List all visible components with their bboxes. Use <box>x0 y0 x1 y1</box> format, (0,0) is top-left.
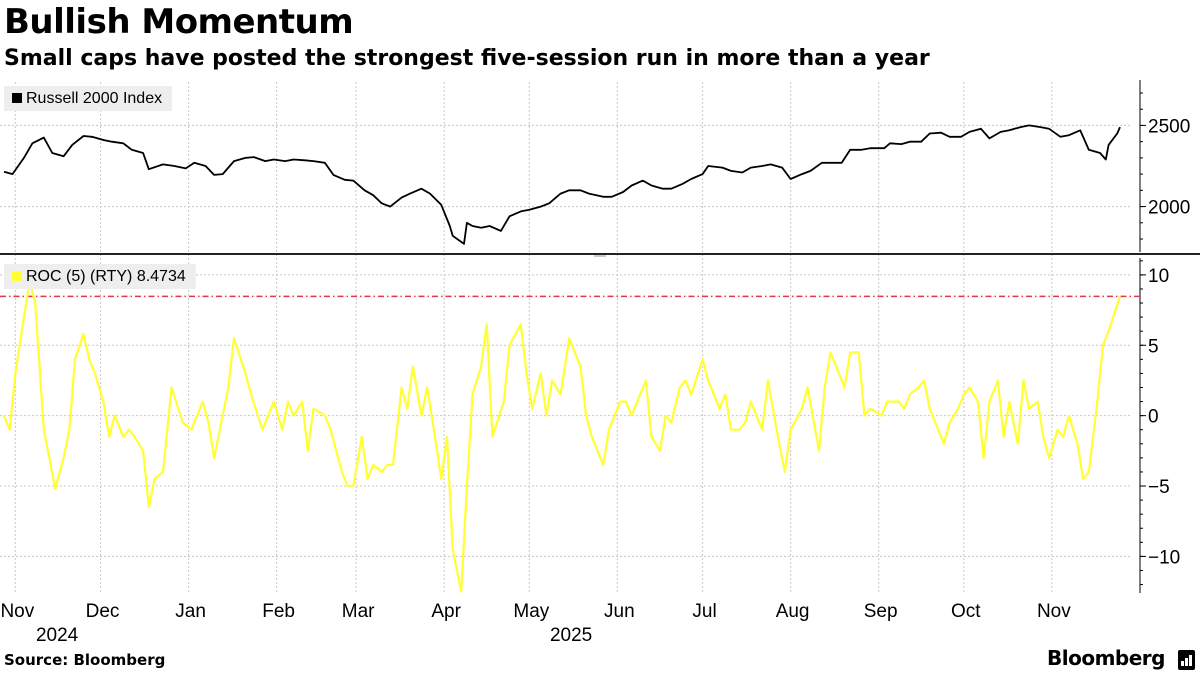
legend-swatch <box>12 271 22 281</box>
grid-lines <box>0 82 1130 593</box>
x-year-label: 2025 <box>550 625 592 646</box>
series <box>0 124 1140 593</box>
x-month-label: Dec <box>86 601 120 622</box>
bloomberg-terminal-icon <box>1178 650 1195 670</box>
x-month-label: Mar <box>342 601 375 622</box>
legends: Russell 2000 Index ROC (5) (RTY) 8.4734 <box>4 86 196 289</box>
legend-box <box>4 264 196 289</box>
x-month-label: Jun <box>604 601 635 622</box>
x-month-label: Nov <box>1037 601 1071 622</box>
x-month-label: Apr <box>431 601 461 622</box>
brand-logo: Bloomberg <box>1047 646 1165 670</box>
x-month-label: Aug <box>776 601 810 622</box>
y-tick-label: 0 <box>1148 407 1159 428</box>
x-month-label: Feb <box>262 601 295 622</box>
chart-title: Bullish Momentum <box>4 2 354 42</box>
x-month-label: Jul <box>692 601 716 622</box>
axes <box>0 80 1200 593</box>
y-tick-label: 2000 <box>1148 198 1190 219</box>
y-tick-label: −10 <box>1148 547 1180 568</box>
x-month-label: Nov <box>0 601 34 622</box>
x-month-label: Jan <box>175 601 206 622</box>
legend-label: ROC (5) (RTY) 8.4734 <box>26 268 186 285</box>
x-year-label: 2024 <box>36 625 79 646</box>
x-month-label: Oct <box>951 601 981 622</box>
y-tick-label: −5 <box>1148 477 1170 498</box>
y-tick-label: 2500 <box>1148 116 1190 137</box>
y-tick-label: 10 <box>1148 266 1169 287</box>
tick-labels: 2000 2500 −10 −5 0 5 10 Nov Dec Jan Feb Mar Apr May Ju… <box>0 116 1190 646</box>
roc-line <box>2 280 1122 593</box>
source-note: Source: Bloomberg <box>4 651 166 669</box>
chart-subtitle: Small caps have posted the strongest fiv… <box>4 46 930 71</box>
x-month-label: May <box>513 601 549 622</box>
legend-swatch <box>12 93 22 103</box>
legend-box <box>4 86 173 111</box>
y-tick-label: 5 <box>1148 336 1159 357</box>
legend-label: Russell 2000 Index <box>26 90 162 107</box>
russell-2000-price-line <box>3 124 1121 245</box>
x-month-label: Sep <box>864 601 898 622</box>
